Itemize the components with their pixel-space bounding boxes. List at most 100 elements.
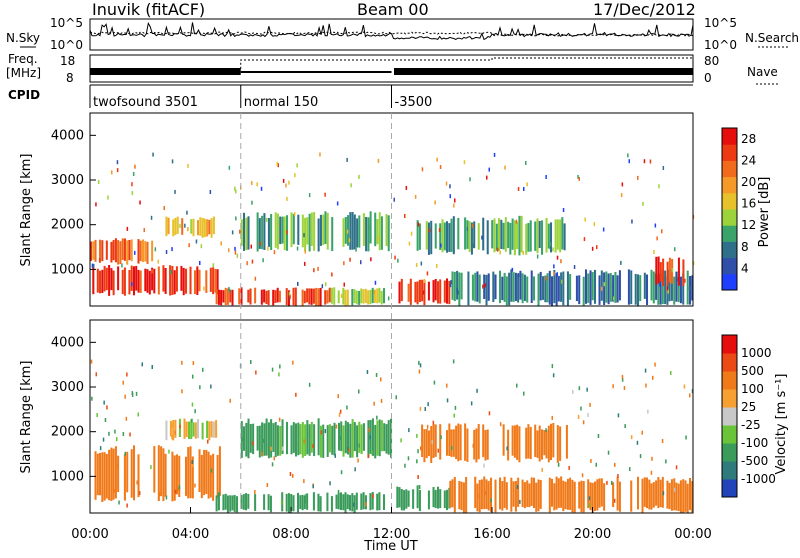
colorbar-tick-label: -100 — [741, 436, 768, 450]
heatmap-cell — [513, 425, 516, 458]
heatmap-cell — [414, 281, 417, 303]
heatmap-cell — [319, 152, 321, 157]
heatmap-cell — [689, 393, 691, 398]
heatmap-cell — [278, 417, 281, 422]
heatmap-cell — [602, 227, 605, 232]
heatmap-cell — [598, 275, 601, 305]
heatmap-cell — [398, 487, 401, 508]
heatmap-cell — [523, 391, 525, 396]
heatmap-cell — [317, 493, 320, 512]
heatmap-cell — [416, 220, 419, 251]
heatmap-cell — [655, 256, 658, 285]
heatmap-cell — [466, 428, 469, 462]
heatmap-cell — [659, 273, 662, 305]
heatmap-cell — [587, 273, 590, 303]
heatmap-cell — [477, 494, 479, 499]
heatmap-cell — [431, 440, 433, 445]
heatmap-cell — [90, 241, 93, 261]
heatmap-cell — [277, 163, 279, 168]
heatmap-cell — [446, 398, 449, 403]
heatmap-cell — [119, 241, 122, 265]
heatmap-cell — [358, 389, 360, 394]
heatmap-cell — [383, 494, 386, 510]
heatmap-cell — [519, 499, 521, 504]
heatmap-cell — [453, 271, 456, 302]
heatmap-cell — [222, 290, 225, 303]
heatmap-cell — [139, 270, 142, 293]
heatmap-cell — [560, 272, 563, 302]
heatmap-cell — [670, 479, 673, 511]
heatmap-cell — [362, 423, 365, 451]
heatmap-cell — [455, 425, 458, 460]
heatmap-cell — [165, 495, 168, 500]
beam-title: Beam 00 — [357, 0, 429, 19]
heatmap-cell — [548, 270, 551, 305]
heatmap-cell — [308, 193, 311, 198]
heatmap-cell — [346, 157, 348, 162]
heatmap-cell — [470, 222, 473, 255]
heatmap-cell — [294, 173, 296, 178]
heatmap-cell — [151, 269, 153, 274]
heatmap-cell — [437, 486, 440, 509]
heatmap-cell — [476, 271, 479, 302]
heatmap-cell — [178, 485, 181, 490]
heatmap-cell — [425, 221, 428, 250]
heatmap-cell — [436, 264, 438, 268]
heatmap-cell — [537, 273, 540, 306]
heatmap-cell — [208, 219, 211, 235]
heatmap-cell — [494, 479, 497, 513]
heatmap-cell — [621, 182, 624, 187]
heatmap-cell — [580, 406, 582, 411]
heatmap-cell — [171, 435, 173, 440]
heatmap-cell — [190, 219, 193, 234]
heatmap-cell — [395, 395, 397, 400]
heatmap-cell — [243, 212, 246, 251]
heatmap-cell — [255, 370, 257, 375]
heatmap-cell — [190, 419, 193, 440]
heatmap-cell — [108, 449, 111, 501]
heatmap-cell — [452, 429, 455, 457]
nsky-tick-bottom: 10^0 — [50, 38, 83, 52]
heatmap-cell — [421, 279, 424, 302]
heatmap-cell — [113, 488, 116, 493]
heatmap-cell — [409, 278, 412, 305]
heatmap-cell — [131, 191, 134, 196]
heatmap-cell — [203, 219, 206, 238]
heatmap-cell — [499, 422, 502, 427]
heatmap-cell — [336, 201, 339, 206]
heatmap-cell — [160, 446, 163, 497]
heatmap-cell — [589, 270, 592, 305]
heatmap-cell — [661, 229, 663, 234]
heatmap-cell — [509, 222, 512, 255]
heatmap-cell — [326, 290, 329, 304]
heatmap-cell — [308, 424, 311, 456]
heatmap-cell — [117, 240, 120, 265]
heatmap-cell — [175, 266, 178, 292]
heatmap-cell — [270, 446, 272, 451]
heatmap-cell — [203, 218, 206, 223]
heatmap-cell — [317, 418, 320, 456]
heatmap-cell — [373, 290, 375, 294]
heatmap-cell — [137, 454, 140, 498]
heatmap-cell — [485, 479, 488, 509]
heatmap-cell — [151, 365, 153, 369]
heatmap-cell — [589, 482, 592, 511]
heatmap-cell — [328, 287, 331, 303]
heatmap-cell — [263, 494, 266, 510]
heatmap-cell — [426, 271, 429, 276]
heatmap-cell — [157, 445, 160, 501]
heatmap-cell — [335, 424, 338, 429]
heatmap-cell — [516, 485, 519, 489]
heatmap-cell — [312, 492, 315, 511]
heatmap-cell — [317, 218, 320, 252]
heatmap-cell — [600, 270, 603, 301]
heatmap-cell — [594, 481, 597, 511]
heatmap-cell — [242, 437, 244, 442]
heatmap-cell — [288, 290, 291, 306]
heatmap-cell — [121, 263, 123, 268]
heatmap-cell — [482, 284, 484, 289]
heatmap-cell — [647, 409, 649, 414]
heatmap-cell — [548, 477, 551, 513]
heatmap-cell — [346, 405, 348, 410]
heatmap-cell — [131, 392, 134, 397]
